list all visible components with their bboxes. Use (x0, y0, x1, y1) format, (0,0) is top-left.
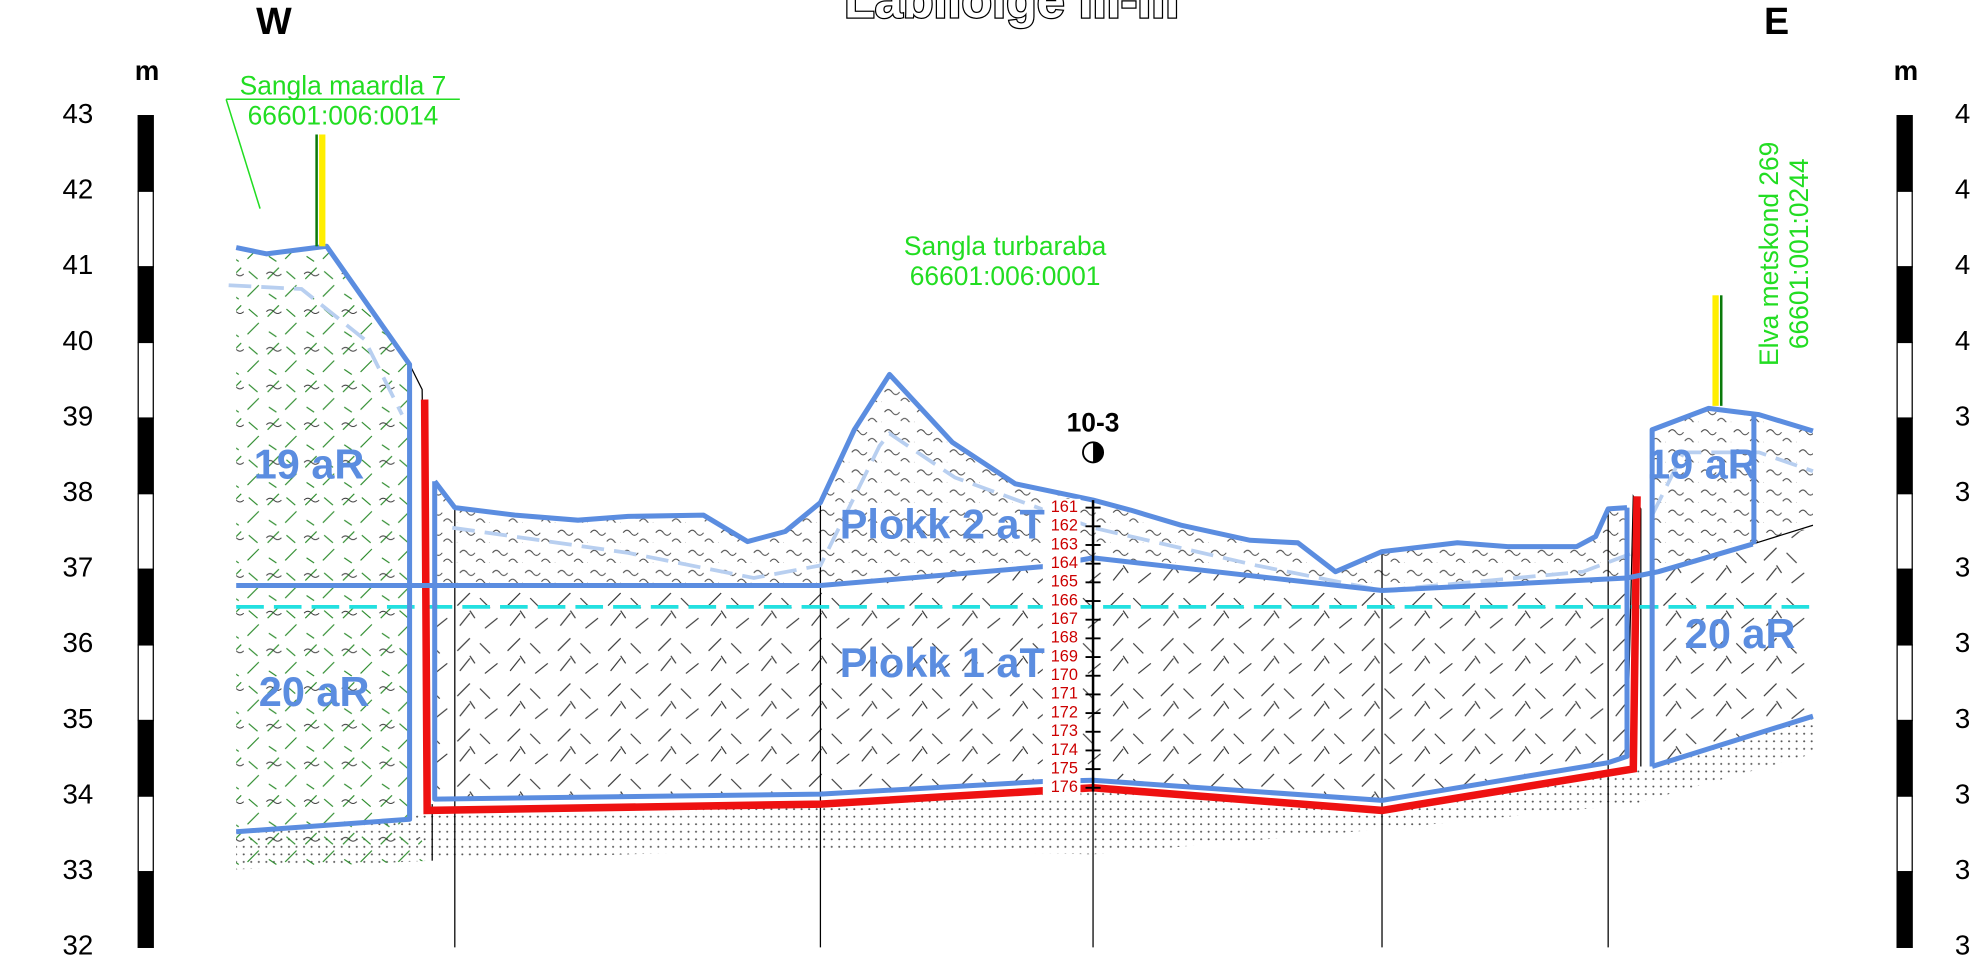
cross-section: 434241403938373635343332444433333333 Läb… (0, 0, 1970, 965)
sample-label: 161 (1051, 498, 1078, 516)
scale-segment (138, 418, 153, 494)
parcel-name: Elva metskond 269 (1754, 142, 1784, 366)
scale-segment (138, 569, 153, 645)
scale-segment (1897, 342, 1912, 418)
scale-segment (138, 191, 153, 267)
sample-label: 168 (1051, 629, 1078, 647)
west-label: W (256, 0, 292, 42)
sample-label: 163 (1051, 535, 1078, 553)
layer-label: Plokk 2 aT (840, 501, 1045, 548)
scale-label: 3 (1955, 703, 1970, 734)
parcel-code: 66601:006:0014 (248, 100, 439, 130)
scale-segment (1897, 418, 1912, 494)
scale-unit: m (135, 55, 160, 86)
scale-label: 4 (1955, 325, 1970, 356)
sample-label: 175 (1051, 759, 1078, 777)
scale-segment (1897, 494, 1912, 570)
scale-label: 4 (1955, 249, 1970, 280)
sample-label: 164 (1051, 554, 1078, 572)
sample-label: 176 (1051, 778, 1078, 796)
scale-label: 40 (63, 325, 94, 356)
scale-label: 4 (1955, 98, 1970, 129)
scale-label: 43 (63, 98, 94, 129)
scale-segment (138, 796, 153, 872)
scale-segment (1897, 191, 1912, 267)
sample-label: 167 (1051, 610, 1078, 628)
sample-label: 170 (1051, 666, 1078, 684)
scale-label: 34 (63, 778, 94, 809)
scale-segment (138, 645, 153, 721)
parcel-code: 66601:001:0244 (1784, 158, 1814, 349)
scale-label: 33 (63, 854, 94, 885)
scale-label: 3 (1955, 552, 1970, 583)
layer-label: Plokk 1 aT (840, 639, 1045, 686)
scale-label: 3 (1955, 476, 1970, 507)
scale-label: 39 (63, 400, 94, 431)
sample-label: 166 (1051, 591, 1078, 609)
scale-segment (1897, 569, 1912, 645)
scale-label: 3 (1955, 400, 1970, 431)
layer-label: 19 aR (254, 440, 365, 487)
title: Läbilõige III-III' (844, 0, 1191, 29)
scale-label: 4 (1955, 174, 1970, 205)
borehole-id: 10-3 (1067, 408, 1120, 438)
layer-label: 20 aR (1685, 610, 1796, 657)
sample-label: 173 (1051, 722, 1078, 740)
scale-label: 3 (1955, 930, 1970, 961)
sample-label: 169 (1051, 647, 1078, 665)
parcel-name: Sangla maardla 7 (240, 70, 447, 100)
sample-label: 162 (1051, 517, 1078, 535)
parcel-code: 66601:006:0001 (910, 261, 1101, 291)
scale-label: 3 (1955, 627, 1970, 658)
page: {"title": "Läbilõige III-III'", "directi… (0, 0, 1970, 965)
scale-segment (1897, 645, 1912, 721)
scale-segment (138, 494, 153, 570)
scale-segment (138, 721, 153, 797)
scale-segment (1897, 721, 1912, 797)
scale-unit: m (1894, 55, 1919, 86)
scale-label: 41 (63, 249, 94, 280)
sample-label: 171 (1051, 685, 1078, 703)
scale-label: 35 (63, 703, 94, 734)
scale-segment (138, 116, 153, 192)
scale-label: 3 (1955, 854, 1970, 885)
layer-label: 20 aR (259, 668, 370, 715)
scale-label: 42 (63, 174, 94, 205)
scale-label: 3 (1955, 778, 1970, 809)
scale-segment (138, 872, 153, 948)
scale-label: 36 (63, 627, 94, 658)
scale-label: 37 (63, 552, 94, 583)
east-label: E (1764, 0, 1789, 42)
scale-segment (1897, 116, 1912, 192)
scale-label: 38 (63, 476, 94, 507)
scale-segment (1897, 872, 1912, 948)
scale-segment (138, 267, 153, 343)
scale-segment (138, 342, 153, 418)
sample-label: 165 (1051, 573, 1078, 591)
parcel-name: Sangla turbaraba (904, 231, 1107, 261)
scale-segment (1897, 796, 1912, 872)
sample-label: 174 (1051, 741, 1078, 759)
scale-segment (1897, 267, 1912, 343)
scale-label: 32 (63, 930, 94, 961)
sample-label: 172 (1051, 703, 1078, 721)
layer-label: 19 aR (1647, 440, 1758, 487)
